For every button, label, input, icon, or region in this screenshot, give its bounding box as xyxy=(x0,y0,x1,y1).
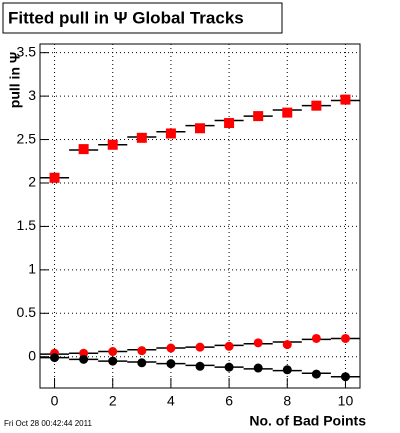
circle-marker xyxy=(108,356,118,366)
y-axis-label: pull in Ψ xyxy=(7,52,23,108)
x-tick-label: 2 xyxy=(109,393,117,409)
circle-marker xyxy=(166,359,176,369)
y-tick-label: 1 xyxy=(28,261,36,277)
circle-marker xyxy=(311,369,321,379)
circle-marker xyxy=(137,346,147,356)
circle-marker xyxy=(224,341,234,351)
square-marker xyxy=(224,118,235,129)
y-tick-label: 2.5 xyxy=(17,130,37,146)
x-tick-label: 10 xyxy=(338,393,354,409)
square-marker xyxy=(282,107,293,118)
square-marker xyxy=(340,94,351,105)
x-tick-label: 8 xyxy=(283,393,291,409)
x-tick-label: 6 xyxy=(225,393,233,409)
plot-frame xyxy=(39,43,361,389)
circle-marker xyxy=(311,333,321,343)
circle-marker xyxy=(195,342,205,352)
square-marker xyxy=(78,144,89,155)
x-tick-label: 0 xyxy=(51,393,59,409)
circle-marker xyxy=(340,372,350,382)
circle-marker xyxy=(282,340,292,350)
chart-title: Fitted pull in Ψ Global Tracks xyxy=(8,8,244,27)
circle-marker xyxy=(224,362,234,372)
square-marker xyxy=(311,100,322,111)
circle-marker xyxy=(253,338,263,348)
square-marker xyxy=(136,132,147,143)
circle-marker xyxy=(195,361,205,371)
title-box xyxy=(2,2,283,34)
y-tick-label: 2 xyxy=(28,174,36,190)
square-marker xyxy=(107,139,118,150)
circle-marker xyxy=(253,363,263,373)
y-tick-label: 0 xyxy=(28,347,36,363)
circle-marker xyxy=(166,343,176,353)
circle-marker xyxy=(340,333,350,343)
square-marker xyxy=(165,128,176,139)
y-tick-label: 3.5 xyxy=(17,43,37,59)
y-tick-label: 3 xyxy=(28,87,36,103)
y-tick-label: 0.5 xyxy=(17,304,37,320)
circle-marker xyxy=(282,365,292,375)
circle-marker xyxy=(50,353,60,363)
square-marker xyxy=(195,123,205,134)
x-tick-label: 4 xyxy=(167,393,175,409)
square-marker xyxy=(253,111,264,122)
circle-marker xyxy=(137,358,147,368)
circle-marker xyxy=(79,354,89,364)
footer: Fri Oct 28 00:42:44 2011 xyxy=(4,419,92,428)
square-marker xyxy=(49,172,60,183)
y-tick-label: 1.5 xyxy=(17,217,37,233)
x-axis-label: No. of Bad Points xyxy=(249,413,366,429)
circle-marker xyxy=(108,347,118,357)
